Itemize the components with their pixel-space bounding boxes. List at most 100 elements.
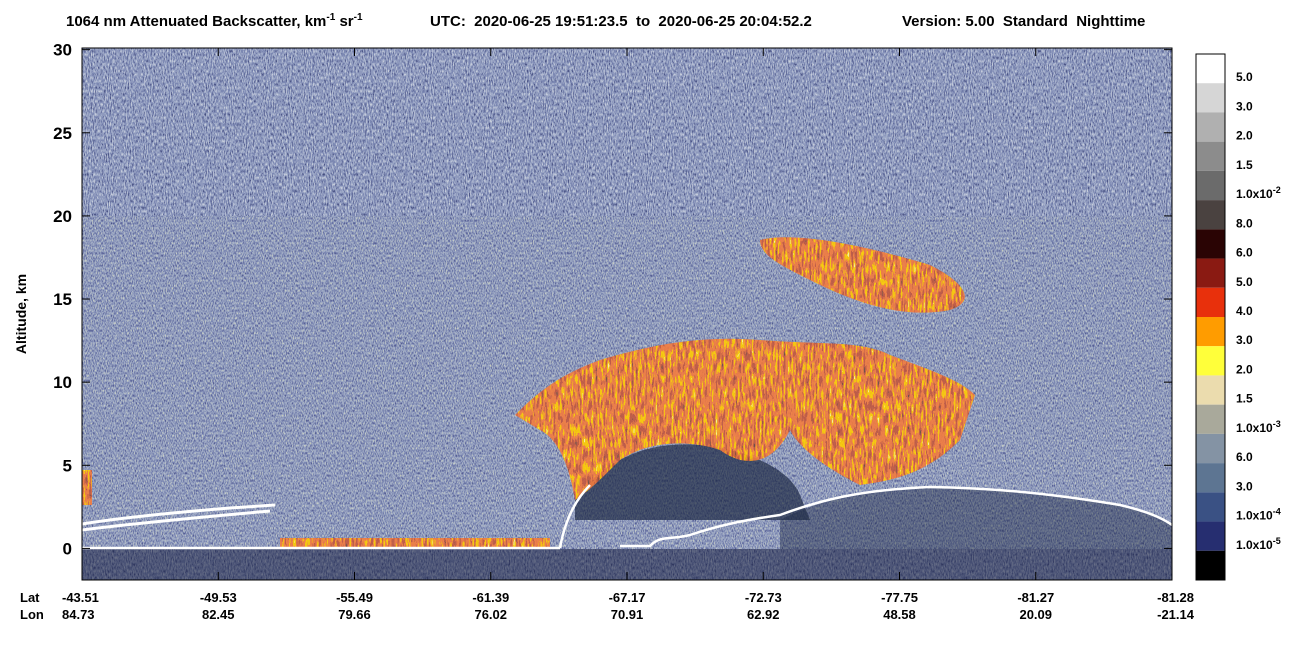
colorbar-label-text: 1.5 [1236, 392, 1253, 406]
colorbar-label-sup: -4 [1273, 507, 1281, 517]
cloud-shadow [575, 444, 810, 520]
colorbar-label: 1.0x10-2 [1236, 185, 1281, 201]
title-utc: UTC: 2020-06-25 19:51:23.5 to 2020-06-25… [430, 13, 812, 30]
x-tick-label: 82.45 [202, 607, 235, 622]
colorbar-swatch [1196, 492, 1225, 522]
x-tick-label: -21.14 [1157, 607, 1195, 622]
title-version: Version: 5.00 Standard Nighttime [902, 13, 1145, 30]
y-tick-label: 15 [53, 290, 72, 309]
colorbar-swatch [1196, 317, 1225, 347]
colorbar-frame [1195, 53, 1226, 581]
colorbar-swatch [1196, 258, 1225, 288]
x-tick-label: -81.28 [1157, 590, 1194, 605]
surface-line [82, 484, 1173, 550]
x-tick-label: -77.75 [881, 590, 918, 605]
colorbar-label-text: 8.0 [1236, 216, 1253, 230]
colorbar-label-text: 1.0x10 [1236, 509, 1273, 523]
x-tick-label: 70.91 [611, 607, 644, 622]
title: 1064 nm Attenuated Backscatter, km-1 sr-… [66, 12, 1145, 30]
plot-image [81, 47, 1173, 581]
colorbar-label-sup: -5 [1273, 536, 1281, 546]
colorbar-label-text: 1.0x10 [1236, 538, 1273, 552]
colorbar-swatch [1196, 83, 1225, 113]
colorbar-swatch [1196, 433, 1225, 464]
y-tick-label: 25 [53, 124, 72, 143]
colorbar-label-text: 1.0x10 [1236, 421, 1273, 435]
colorbar-label: 1.5 [1236, 392, 1253, 406]
title-main: 1064 nm Attenuated Backscatter, km [66, 13, 326, 30]
colorbar-swatch [1196, 521, 1225, 551]
land-shadow [780, 487, 1172, 549]
colorbar-label: 6.0 [1236, 246, 1253, 260]
x-tick-label: -72.73 [745, 590, 782, 605]
x-tick-label: -67.17 [609, 590, 646, 605]
colorbar-label: 4.0 [1236, 304, 1253, 318]
colorbar-swatch [1196, 375, 1225, 405]
colorbar-label-text: 6.0 [1236, 246, 1253, 260]
colorbar-label: 1.0x10-5 [1236, 536, 1281, 552]
x-tick-label: 79.66 [338, 607, 371, 622]
x-tick-label: 48.58 [883, 607, 916, 622]
colorbar-label: 2.0 [1236, 129, 1253, 143]
colorbar-label: 3.0 [1236, 99, 1253, 113]
colorbar-label-text: 3.0 [1236, 333, 1253, 347]
colorbar-swatch [1196, 229, 1225, 259]
colorbar-label-text: 3.0 [1236, 479, 1253, 493]
title-text: 1064 nm Attenuated Backscatter, km-1 sr-… [66, 12, 363, 30]
colorbar-label: 8.0 [1236, 216, 1253, 230]
colorbar-label: 1.0x10-4 [1236, 507, 1281, 523]
colorbar-label-text: 3.0 [1236, 99, 1253, 113]
x-tick-label: 20.09 [1019, 607, 1052, 622]
colorbar-label-text: 2.0 [1236, 129, 1253, 143]
colorbar-swatch [1196, 54, 1225, 84]
colorbar-label-sup: -3 [1273, 419, 1281, 429]
colorbar-swatch [1196, 112, 1225, 142]
colorbar-swatch [1196, 550, 1225, 580]
title-sup: -1 [326, 12, 335, 23]
y-tick-label: 30 [53, 41, 72, 60]
colorbar-swatch [1196, 287, 1225, 317]
x-row-name: Lat [20, 590, 40, 605]
colorbar-swatch [1196, 141, 1225, 171]
colorbar-swatch [1196, 346, 1225, 376]
x-tick-label: -55.49 [336, 590, 373, 605]
x-tick-label: 84.73 [62, 607, 95, 622]
y-tick-label: 20 [53, 207, 72, 226]
x-tick-label: -61.39 [472, 590, 509, 605]
y-tick-label: 5 [63, 456, 72, 475]
colorbar-label: 1.5 [1236, 158, 1253, 172]
y-tick-label: 0 [63, 539, 72, 558]
colorbar-label-text: 4.0 [1236, 304, 1253, 318]
x-row-name: Lon [20, 607, 44, 622]
y-tick-label: 10 [53, 373, 72, 392]
x-tick-label: -49.53 [200, 590, 237, 605]
x-tick-label: -81.27 [1017, 590, 1054, 605]
colorbar-swatch [1196, 463, 1225, 493]
noise-upper [82, 48, 1172, 216]
colorbar-label: 5.0 [1236, 275, 1253, 289]
colorbar-swatch [1196, 200, 1225, 230]
x-tick-label: 76.02 [474, 607, 507, 622]
colorbar-label: 3.0 [1236, 333, 1253, 347]
y-axis-label: Altitude, km [13, 274, 29, 354]
colorbar-label-text: 5.0 [1236, 275, 1253, 289]
colorbar-label: 3.0 [1236, 479, 1253, 493]
colorbar-label-text: 1.0x10 [1236, 187, 1273, 201]
colorbar-label: 6.0 [1236, 450, 1253, 464]
x-tick-label: 62.92 [747, 607, 780, 622]
title-unit: sr [335, 13, 354, 30]
colorbar-label-text: 2.0 [1236, 362, 1253, 376]
surface-line [81, 503, 276, 532]
title-sup: -1 [354, 12, 363, 23]
colorbar-label-text: 5.0 [1236, 70, 1253, 84]
colorbar-label: 1.0x10-3 [1236, 419, 1281, 435]
colorbar-label-text: 6.0 [1236, 450, 1253, 464]
colorbar-label: 2.0 [1236, 362, 1253, 376]
x-tick-label: -43.51 [62, 590, 99, 605]
colorbar-swatch [1196, 404, 1225, 434]
colorbar-label-text: 1.5 [1236, 158, 1253, 172]
colorbar-swatch [1196, 170, 1225, 201]
colorbar-label-sup: -2 [1273, 185, 1281, 195]
colorbar-label: 5.0 [1236, 70, 1253, 84]
